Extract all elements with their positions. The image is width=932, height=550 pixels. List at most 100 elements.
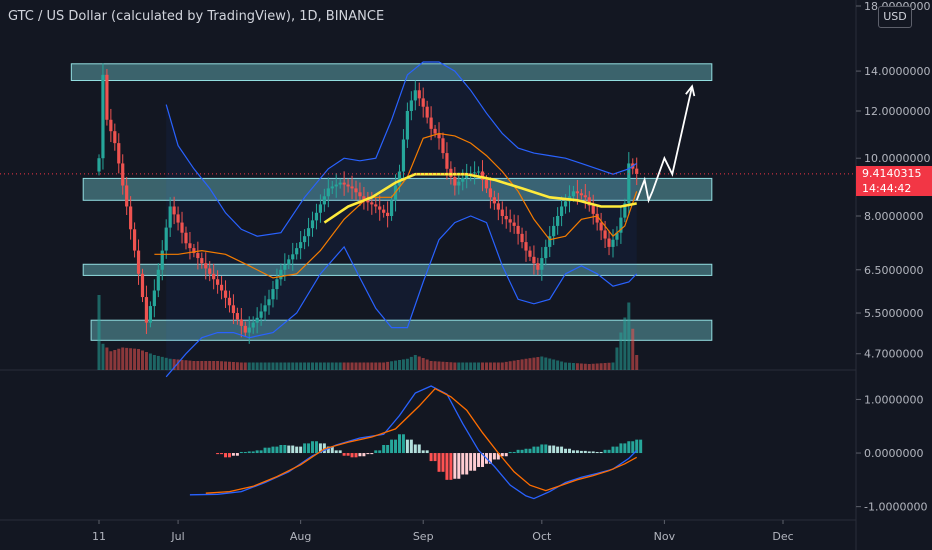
projection-path[interactable] xyxy=(635,86,693,204)
bollinger-fill xyxy=(166,62,637,377)
volume-bar xyxy=(251,362,255,370)
macd-histogram-bar xyxy=(583,450,587,454)
candle-body xyxy=(413,90,417,101)
zone-4[interactable] xyxy=(90,319,713,341)
candle-body xyxy=(524,242,528,251)
macd-histogram-bar xyxy=(239,451,243,454)
candle-body xyxy=(449,168,453,178)
candle-body xyxy=(176,214,180,223)
volume-bar xyxy=(125,347,129,370)
macd-histogram-bar xyxy=(579,450,583,454)
currency-button[interactable]: USD xyxy=(878,6,912,28)
projection-arrow[interactable] xyxy=(635,84,696,204)
price-tick-label: 10.0000000 xyxy=(864,152,930,165)
volume-bar xyxy=(224,361,228,370)
candle-body xyxy=(156,269,160,291)
volume-bar xyxy=(532,357,536,370)
volume-bar xyxy=(212,361,216,370)
time-tick-label: Sep xyxy=(413,530,434,543)
candle-body xyxy=(445,153,449,169)
volume-bar xyxy=(326,362,330,370)
macd-histogram-bar xyxy=(591,451,595,454)
signal-line xyxy=(205,387,638,494)
macd-histogram-bar xyxy=(516,449,520,454)
macd-histogram-bar xyxy=(255,450,259,454)
candle-body xyxy=(559,206,564,217)
candle-body xyxy=(326,188,330,197)
volume-bar xyxy=(595,363,599,370)
candle-body xyxy=(457,181,461,186)
candle-body xyxy=(354,188,358,193)
volume-bar xyxy=(461,362,465,370)
zone-3[interactable] xyxy=(82,263,713,276)
time-tick-label: 11 xyxy=(92,530,106,543)
candle-body xyxy=(587,197,591,206)
zone-1[interactable] xyxy=(70,63,713,81)
candle-body xyxy=(346,184,350,187)
candle-body xyxy=(389,200,394,217)
volume-bar xyxy=(137,349,141,370)
volume-bar xyxy=(516,360,520,370)
volume-bar xyxy=(366,362,370,370)
volume-bar xyxy=(623,317,627,370)
macd-histogram-bar xyxy=(453,453,457,479)
candle-body xyxy=(342,182,346,185)
volume-bar xyxy=(295,362,299,370)
indicator-lines xyxy=(0,61,856,378)
macd-histogram-bar xyxy=(500,453,504,457)
volume-bar xyxy=(267,362,271,370)
macd-histogram-bar xyxy=(571,450,575,454)
volume-bar xyxy=(421,358,425,370)
volume-bar xyxy=(227,361,231,370)
candle-body xyxy=(544,246,548,259)
bollinger-lower-line xyxy=(165,215,638,378)
macd-histogram-bar xyxy=(607,449,611,454)
volume-bar xyxy=(239,362,243,370)
macd-histogram-bar xyxy=(358,453,362,457)
macd-line xyxy=(189,385,638,500)
volume-bar xyxy=(156,355,160,370)
macd-histogram-bar xyxy=(263,447,267,454)
candle-body xyxy=(160,250,164,270)
macd-histogram-bar xyxy=(548,445,552,454)
macd-histogram-bar xyxy=(508,451,512,454)
volume-bar xyxy=(311,362,315,370)
candle-body xyxy=(378,206,382,210)
volume-bar xyxy=(564,362,568,370)
candle-body xyxy=(575,191,580,194)
macd-histogram-bar xyxy=(560,446,564,454)
last-price-tag: 9.4140315 14:44:42 xyxy=(856,165,932,196)
volume-bar xyxy=(362,362,366,370)
volume-bar xyxy=(433,361,437,370)
candle-body xyxy=(623,203,627,218)
macd-histogram-bar xyxy=(552,445,556,454)
candle-body xyxy=(488,188,493,198)
macd-histogram-bar xyxy=(405,439,409,454)
macd-histogram-bar xyxy=(492,453,496,460)
time-tick-label: Oct xyxy=(532,530,552,543)
macd-histogram-bar xyxy=(267,447,271,454)
macd-histogram-bar xyxy=(220,453,224,455)
macd-histogram-bar xyxy=(227,453,231,458)
macd-histogram-bar xyxy=(350,453,354,458)
volume-bar xyxy=(247,362,251,370)
macd-histogram-bar xyxy=(599,451,603,454)
volume-bar xyxy=(299,362,303,370)
macd-histogram-bar xyxy=(437,453,441,472)
candle-body xyxy=(425,106,429,118)
volume-bar xyxy=(488,362,492,370)
volume-bar xyxy=(417,356,421,370)
volume-bar xyxy=(350,362,354,370)
volume-bar xyxy=(275,362,279,370)
macd-histogram-bar xyxy=(259,450,263,454)
macd-histogram-bar xyxy=(421,450,425,454)
macd-histogram-bar xyxy=(318,443,322,454)
candle-body xyxy=(295,248,299,255)
candle-body xyxy=(382,209,386,213)
macd-tick-label: 1.0000000 xyxy=(864,393,924,406)
volume-bar xyxy=(192,361,196,370)
candle-body xyxy=(397,171,402,186)
candle-body xyxy=(140,273,145,298)
candle-body xyxy=(409,100,413,112)
